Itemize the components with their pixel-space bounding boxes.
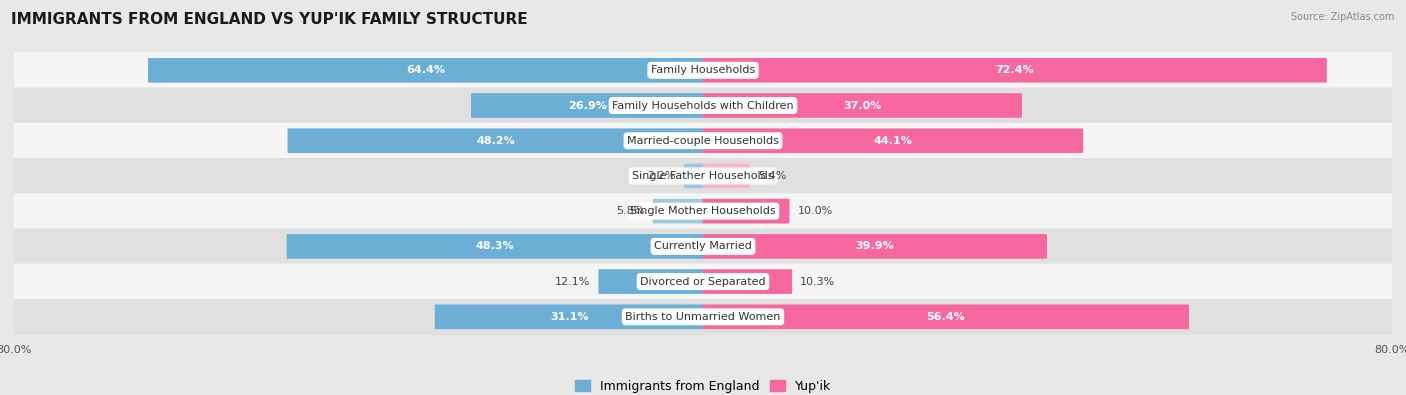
Text: 39.9%: 39.9% (855, 241, 894, 251)
FancyBboxPatch shape (14, 123, 1392, 159)
FancyBboxPatch shape (14, 88, 1392, 124)
FancyBboxPatch shape (434, 305, 703, 329)
Text: 5.8%: 5.8% (616, 206, 644, 216)
Text: 37.0%: 37.0% (844, 100, 882, 111)
FancyBboxPatch shape (14, 193, 1392, 229)
Text: 72.4%: 72.4% (995, 65, 1035, 75)
Text: 5.4%: 5.4% (758, 171, 786, 181)
FancyBboxPatch shape (703, 93, 1022, 118)
FancyBboxPatch shape (599, 269, 703, 294)
Text: 10.3%: 10.3% (800, 276, 835, 287)
Text: Births to Unmarried Women: Births to Unmarried Women (626, 312, 780, 322)
FancyBboxPatch shape (471, 93, 703, 118)
FancyBboxPatch shape (14, 299, 1392, 335)
FancyBboxPatch shape (14, 158, 1392, 194)
Text: Married-couple Households: Married-couple Households (627, 136, 779, 146)
Text: 48.2%: 48.2% (477, 136, 515, 146)
Text: Divorced or Separated: Divorced or Separated (640, 276, 766, 287)
FancyBboxPatch shape (14, 263, 1392, 299)
FancyBboxPatch shape (14, 52, 1392, 88)
Text: Single Father Households: Single Father Households (633, 171, 773, 181)
Text: Single Mother Households: Single Mother Households (630, 206, 776, 216)
Text: 10.0%: 10.0% (797, 206, 832, 216)
FancyBboxPatch shape (703, 199, 789, 224)
Text: 64.4%: 64.4% (406, 65, 446, 75)
Text: 12.1%: 12.1% (555, 276, 591, 287)
Text: 48.3%: 48.3% (475, 241, 515, 251)
FancyBboxPatch shape (288, 128, 703, 153)
FancyBboxPatch shape (703, 58, 1327, 83)
FancyBboxPatch shape (703, 305, 1189, 329)
Text: 56.4%: 56.4% (927, 312, 966, 322)
Text: Family Households: Family Households (651, 65, 755, 75)
FancyBboxPatch shape (703, 164, 749, 188)
FancyBboxPatch shape (703, 128, 1083, 153)
FancyBboxPatch shape (652, 199, 703, 224)
FancyBboxPatch shape (703, 269, 792, 294)
Text: IMMIGRANTS FROM ENGLAND VS YUP'IK FAMILY STRUCTURE: IMMIGRANTS FROM ENGLAND VS YUP'IK FAMILY… (11, 12, 527, 27)
Text: 26.9%: 26.9% (568, 100, 606, 111)
FancyBboxPatch shape (703, 234, 1047, 259)
Text: Currently Married: Currently Married (654, 241, 752, 251)
Text: 44.1%: 44.1% (873, 136, 912, 146)
Legend: Immigrants from England, Yup'ik: Immigrants from England, Yup'ik (569, 375, 837, 395)
FancyBboxPatch shape (148, 58, 703, 83)
Text: Source: ZipAtlas.com: Source: ZipAtlas.com (1291, 12, 1395, 22)
Text: 2.2%: 2.2% (647, 171, 675, 181)
FancyBboxPatch shape (683, 164, 703, 188)
FancyBboxPatch shape (287, 234, 703, 259)
Text: Family Households with Children: Family Households with Children (612, 100, 794, 111)
Text: 31.1%: 31.1% (550, 312, 588, 322)
FancyBboxPatch shape (14, 228, 1392, 264)
